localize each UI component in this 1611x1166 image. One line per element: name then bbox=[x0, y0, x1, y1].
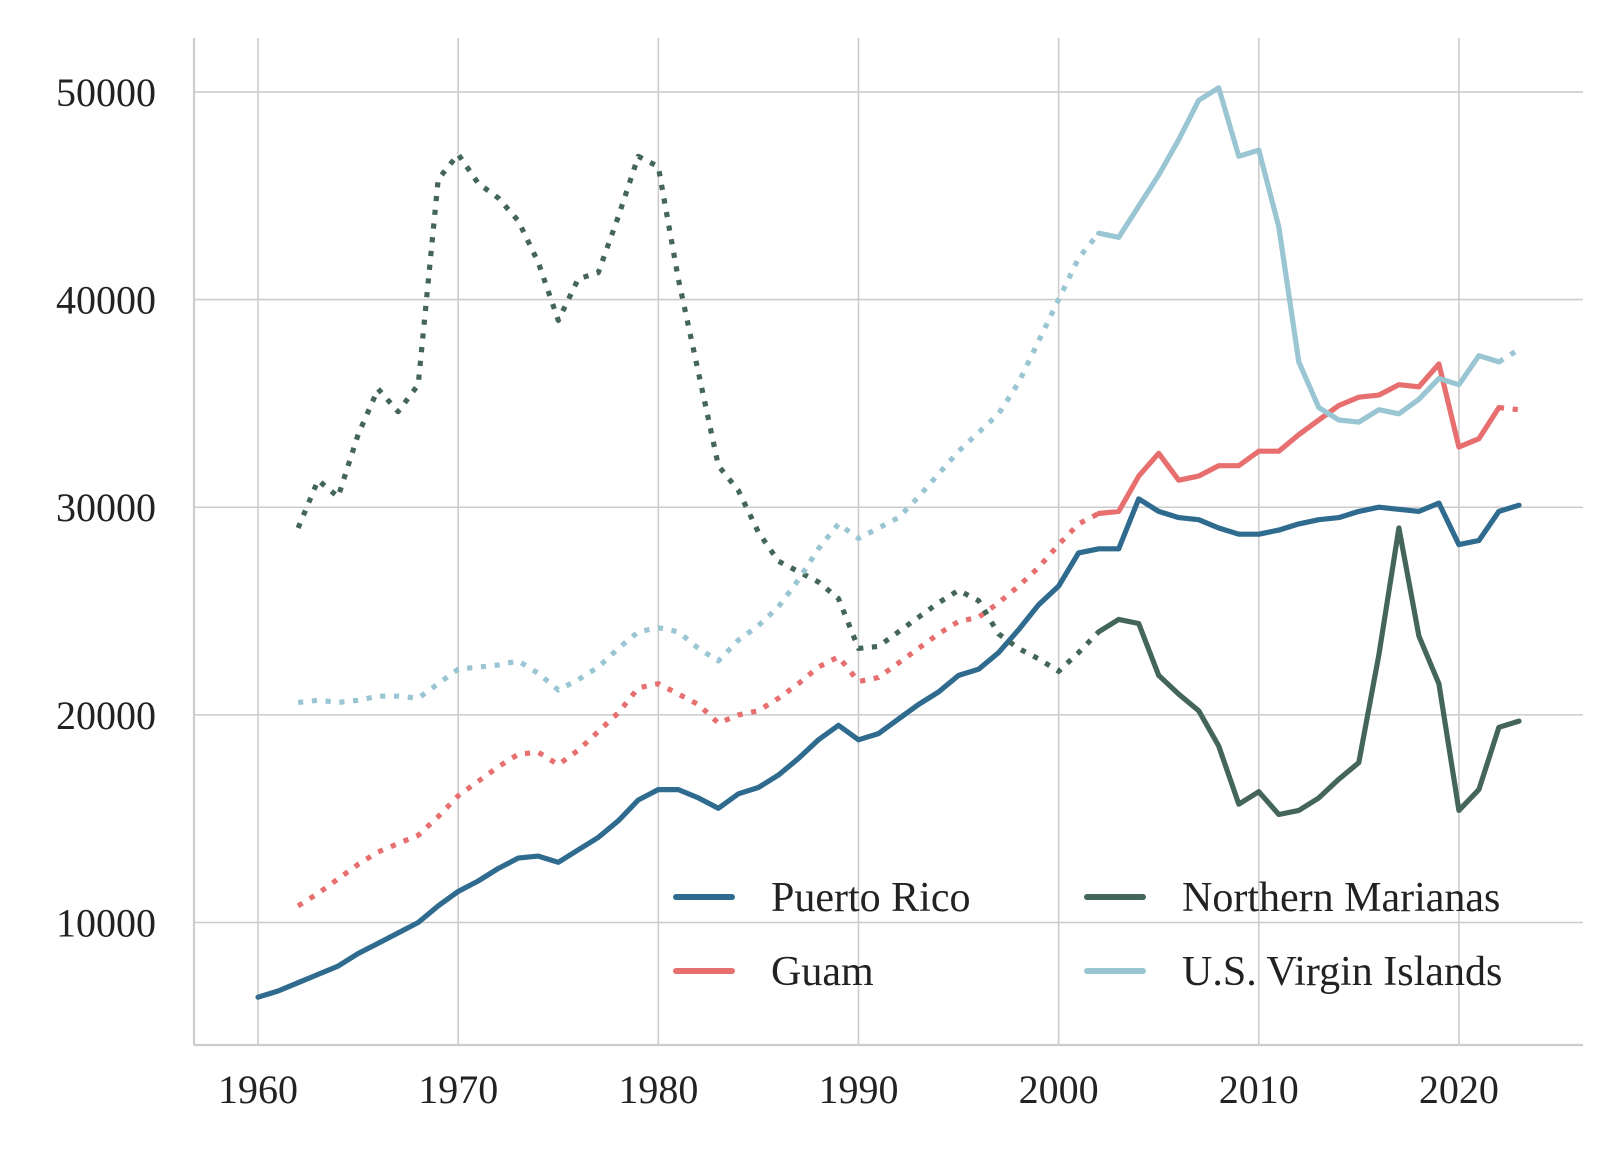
legend-label: U.S. Virgin Islands bbox=[1182, 949, 1502, 995]
series-guam bbox=[296, 361, 1520, 909]
legend-item: Puerto Rico bbox=[673, 875, 970, 921]
series-line-segment-dotted bbox=[1498, 405, 1520, 413]
y-tick-label: 30000 bbox=[56, 485, 156, 530]
legend-item: U.S. Virgin Islands bbox=[1084, 949, 1502, 995]
legend-label: Guam bbox=[771, 949, 874, 995]
x-tick-label: 2010 bbox=[1219, 1067, 1299, 1112]
series-northern-marianas bbox=[295, 151, 1522, 818]
series-line-segment-solid bbox=[255, 496, 1522, 1000]
legend-label: Puerto Rico bbox=[771, 875, 970, 921]
x-tick-label: 1960 bbox=[218, 1067, 298, 1112]
x-tick-label: 1990 bbox=[818, 1067, 898, 1112]
series-line-segment-solid bbox=[1096, 85, 1502, 425]
axes bbox=[192, 38, 1583, 1047]
series-line-segment-solid bbox=[1096, 525, 1522, 818]
y-tick-label: 20000 bbox=[56, 693, 156, 738]
series-puerto-rico bbox=[255, 496, 1522, 1000]
y-tick-label: 40000 bbox=[56, 278, 156, 323]
y-tick-label: 10000 bbox=[56, 900, 156, 945]
tick-labels: 1960 1970 1980 1990 2000 2010 2020 10000 20000 30… bbox=[56, 70, 1499, 1112]
series-line-segment-dotted bbox=[297, 231, 1101, 706]
grid-lines bbox=[194, 38, 1583, 1045]
series-line-segment-solid bbox=[1096, 361, 1502, 517]
legend: Puerto Rico Guam Northern Marianas U.S. Vir… bbox=[673, 875, 1502, 995]
legend-item: Northern Marianas bbox=[1084, 875, 1500, 921]
x-tick-label: 1980 bbox=[618, 1067, 698, 1112]
legend-label: Northern Marianas bbox=[1182, 875, 1500, 921]
plot-area bbox=[255, 85, 1522, 1000]
series-line-segment-dotted bbox=[295, 151, 1101, 674]
y-tick-label: 50000 bbox=[56, 70, 156, 115]
x-tick-label: 1970 bbox=[418, 1067, 498, 1112]
series-line-segment-dotted bbox=[296, 511, 1100, 909]
series-u-s-virgin-islands bbox=[297, 85, 1521, 706]
legend-item: Guam bbox=[673, 949, 874, 995]
x-tick-label: 2020 bbox=[1419, 1067, 1499, 1112]
series-line-segment-dotted bbox=[1497, 347, 1521, 365]
x-tick-label: 2000 bbox=[1019, 1067, 1099, 1112]
